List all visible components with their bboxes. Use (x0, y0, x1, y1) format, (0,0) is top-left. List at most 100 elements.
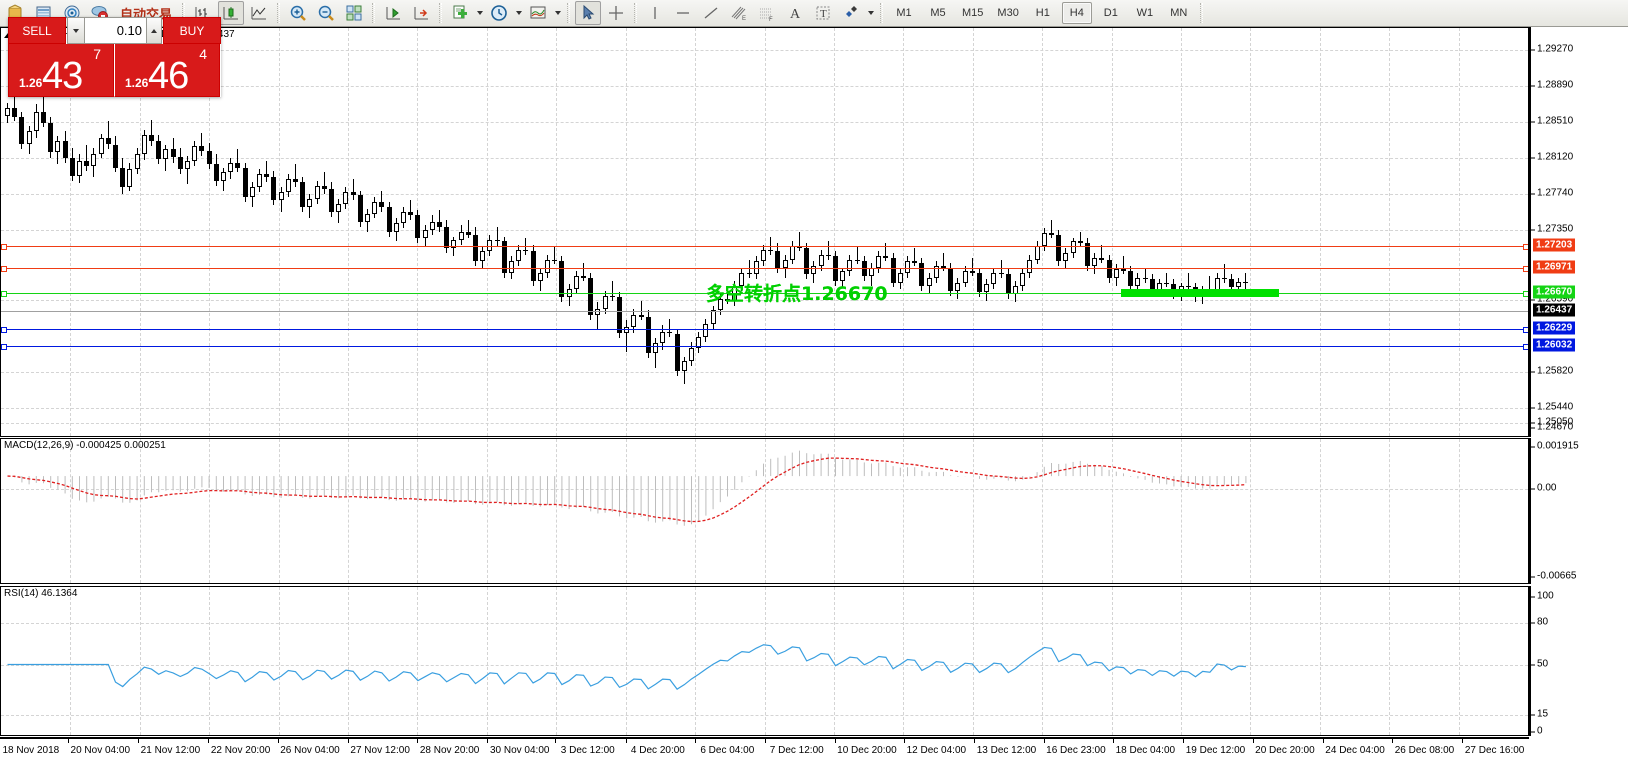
toolbar-separator (439, 3, 443, 23)
level-handle[interactable] (1523, 266, 1528, 272)
chevron-down-icon[interactable] (552, 1, 563, 25)
zoom-out-icon[interactable] (313, 1, 339, 25)
macd-pane[interactable]: MACD(12,26,9) -0.000425 0.000251 (0, 438, 1529, 584)
buy-button[interactable]: BUY (163, 17, 221, 44)
time-separator (208, 739, 210, 743)
fibonacci-icon[interactable]: F (754, 1, 780, 25)
vertical-line-icon[interactable] (642, 1, 668, 25)
time-axis[interactable]: 18 Nov 2018 20 Nov 04:00 21 Nov 12:00 22 No… (0, 737, 1529, 771)
chevron-down-icon[interactable] (474, 1, 485, 25)
price-level-pivot[interactable]: 1.26670 (1533, 285, 1576, 299)
rsi-tick: 15 (1530, 708, 1549, 720)
level-handle[interactable] (1523, 344, 1528, 350)
tile-windows-icon[interactable] (341, 1, 367, 25)
candle-body (739, 272, 745, 286)
one-click-trading-panel[interactable]: SELL 0.10 BUY 1.26 43 7 1.26 46 4 (8, 17, 221, 97)
candle-body (1135, 277, 1141, 286)
chart-autoscroll-icon[interactable] (408, 1, 434, 25)
candle-body (998, 272, 1004, 275)
timeframe-m15[interactable]: M15 (962, 7, 984, 19)
timeframe-m5[interactable]: M5 (930, 7, 946, 19)
chevron-down-icon[interactable] (513, 1, 524, 25)
sell-price-box[interactable]: 1.26 43 7 (8, 44, 114, 97)
volume-stepper[interactable]: 0.10 (67, 17, 162, 44)
price-level-support-1[interactable]: 1.26229 (1533, 321, 1576, 335)
gridline (556, 28, 558, 436)
equidistant-channel-icon[interactable]: E (726, 1, 752, 25)
rsi-axis[interactable]: 100 80 50 15 0 (1529, 586, 1628, 737)
candle-wick (1144, 267, 1146, 283)
level-line-pivot[interactable] (1, 291, 1528, 297)
buy-price-box[interactable]: 1.26 46 4 (114, 44, 220, 97)
candlestick-chart-icon[interactable] (218, 1, 245, 25)
level-handle[interactable] (1523, 327, 1528, 333)
text-box-icon[interactable]: T (810, 1, 836, 25)
candle-body (350, 192, 356, 196)
gridline (209, 28, 211, 436)
level-handle[interactable] (1, 327, 7, 333)
crosshair-icon[interactable] (603, 1, 629, 25)
price-pane[interactable]: GBPUSD-,H4 1.26450 1.26559 1.26328 1.264… (0, 27, 1529, 437)
macd-axis[interactable]: 0.001915 0.00 -0.00665 (1529, 438, 1628, 584)
navigator-icon[interactable] (59, 1, 85, 25)
level-line-last-price[interactable] (1, 311, 1528, 312)
timeframe-h1[interactable]: H1 (1035, 7, 1050, 19)
rsi-pane[interactable]: RSI(14) 46.1364 (0, 586, 1529, 736)
toolbar-separator (880, 3, 884, 23)
candle-wick (381, 190, 383, 212)
candle-body (55, 141, 61, 152)
pivot-annotation-text[interactable]: 多空转折点1.26670 (706, 283, 888, 305)
candle-body (674, 333, 680, 372)
price-axis[interactable]: 1.29270 1.28890 1.28510 1.28120 1.27740 1.273… (1529, 27, 1628, 437)
chart-shift-icon[interactable] (380, 1, 406, 25)
timeframe-mn[interactable]: MN (1170, 7, 1188, 19)
shapes-icon[interactable] (838, 1, 864, 25)
level-line-support-2[interactable] (1, 344, 1528, 350)
level-handle[interactable] (1, 244, 7, 250)
cursor-icon[interactable] (575, 1, 602, 25)
line-chart-icon[interactable] (246, 1, 272, 25)
templates-icon[interactable] (525, 1, 551, 25)
candle-wick (151, 119, 152, 147)
level-line-resistance-1[interactable] (1, 244, 1528, 250)
volume-dropdown-icon[interactable] (68, 18, 85, 43)
add-indicator-icon[interactable] (447, 1, 473, 25)
zoom-in-icon[interactable] (285, 1, 311, 25)
level-handle[interactable] (1, 291, 7, 297)
text-label-icon[interactable]: A (782, 1, 808, 25)
candle-wick (467, 220, 469, 239)
timeframe-w1[interactable]: W1 (1136, 7, 1154, 19)
candle-body (379, 202, 385, 207)
candle-wick (856, 246, 858, 265)
level-line-resistance-2[interactable] (1, 266, 1528, 272)
price-level-resistance-1[interactable]: 1.27203 (1533, 238, 1576, 252)
candle-wick (1187, 272, 1189, 291)
price-level-resistance-2[interactable]: 1.26971 (1533, 260, 1576, 274)
horizontal-line-icon[interactable] (670, 1, 696, 25)
period-icon[interactable] (486, 1, 512, 25)
level-line-support-1[interactable] (1, 327, 1528, 333)
chevron-down-icon[interactable] (865, 1, 876, 25)
trendline-icon[interactable] (698, 1, 724, 25)
time-label: 24 Dec 04:00 (1325, 745, 1385, 756)
volume-input[interactable]: 0.10 (85, 18, 146, 43)
candle-body (782, 259, 788, 268)
timeframe-h4[interactable]: H4 (1061, 2, 1092, 24)
level-handle[interactable] (1, 266, 7, 272)
new-order-icon[interactable] (3, 1, 29, 25)
level-handle[interactable] (1, 344, 7, 350)
candle-body (206, 151, 212, 165)
volume-increment-icon[interactable] (146, 18, 161, 43)
level-handle[interactable] (1523, 291, 1528, 297)
svg-text:T: T (820, 8, 827, 20)
price-level-support-2[interactable]: 1.26032 (1533, 338, 1576, 352)
timeframe-d1[interactable]: D1 (1103, 7, 1118, 19)
sell-button[interactable]: SELL (8, 17, 66, 44)
price-level-last-price[interactable]: 1.26437 (1533, 303, 1576, 317)
timeframe-m1[interactable]: M1 (896, 7, 912, 19)
candle-body (509, 261, 514, 273)
candle-body (905, 261, 910, 273)
level-handle[interactable] (1523, 244, 1528, 250)
gridline (1180, 439, 1182, 583)
timeframe-m30[interactable]: M30 (997, 7, 1019, 19)
